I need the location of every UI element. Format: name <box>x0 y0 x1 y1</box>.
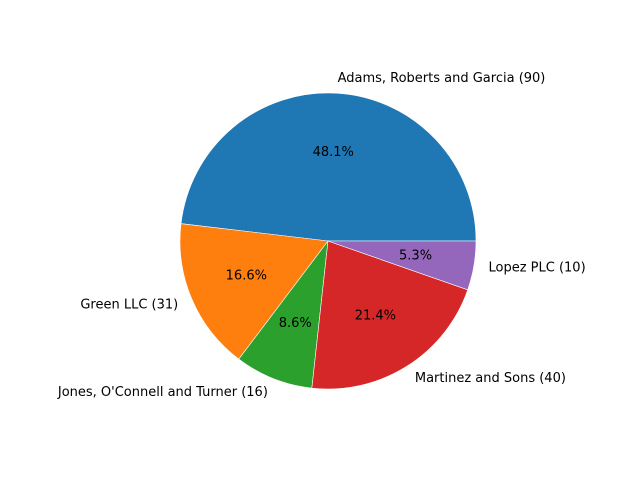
slice-percent-4: 5.3% <box>399 248 432 263</box>
slice-percent-2: 8.6% <box>279 316 312 331</box>
pie-slice-3 <box>311 240 469 390</box>
slice-percent-1: 16.6% <box>226 268 267 283</box>
pie-slice-0 <box>180 92 477 242</box>
pie-labels: Adams, Roberts and Garcia (90) 48.1% Green… <box>57 71 586 400</box>
pie-slices <box>179 92 477 390</box>
slice-label-2: Jones, O'Connell and Turner (16) <box>57 385 268 400</box>
slice-percent-0: 48.1% <box>313 145 354 160</box>
slice-label-3: Martinez and Sons (40) <box>415 371 566 386</box>
slice-percent-3: 21.4% <box>355 309 396 324</box>
slice-label-1: Green LLC (31) <box>80 297 178 312</box>
slice-label-0: Adams, Roberts and Garcia (90) <box>338 71 546 86</box>
pie-slice-4 <box>327 240 477 291</box>
pie-slice-1 <box>179 223 329 360</box>
slice-label-4: Lopez PLC (10) <box>489 261 586 276</box>
